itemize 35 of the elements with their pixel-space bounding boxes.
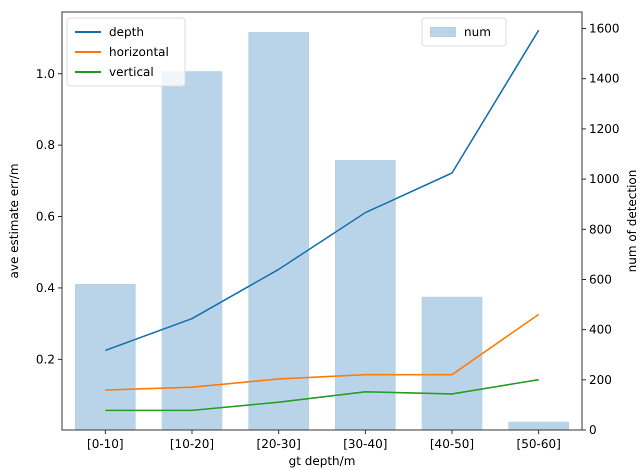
y2-tick-label: 1000 <box>589 172 620 186</box>
line-series <box>104 314 540 391</box>
y2-tick-label: 400 <box>589 322 612 337</box>
y2-tick-label: 0 <box>589 423 597 437</box>
y-tick-label: 0.6 <box>36 210 55 224</box>
y2-tick-label: 1200 <box>589 122 620 136</box>
y2-tick-label: 200 <box>589 372 612 387</box>
x-axis-title: gt depth/m <box>288 454 356 468</box>
y2-tick-label: 1600 <box>589 22 620 36</box>
y-tick-label: 0.8 <box>36 138 55 152</box>
y-tick-label: 1.0 <box>36 66 55 81</box>
x-tick-label: [20-30] <box>256 437 301 451</box>
y2-tick-label: 1400 <box>589 72 620 86</box>
legend-label: vertical <box>109 65 154 79</box>
legend-label: horizontal <box>109 45 169 59</box>
x-tick-label: [50-60] <box>516 437 561 451</box>
x-tick-label: [30-40] <box>343 437 388 451</box>
x-tick-label: [40-50] <box>430 437 474 451</box>
bar <box>248 32 309 430</box>
legend-label: num <box>464 25 491 39</box>
bar <box>508 422 569 430</box>
y2-axis-title: num of detection <box>625 170 639 272</box>
legend-label: depth <box>109 25 144 39</box>
bar <box>335 160 396 430</box>
y2-tick-label: 600 <box>589 272 612 286</box>
y-tick-label: 0.4 <box>36 280 55 295</box>
bar <box>162 71 222 430</box>
y2-tick-label: 800 <box>589 222 612 236</box>
y-axis-title: ave estimate err/m <box>7 163 21 279</box>
y-tick-label: 0.2 <box>36 352 55 366</box>
x-tick-label: [10-20] <box>170 437 214 451</box>
x-tick-label: [0-10] <box>87 437 124 451</box>
bar <box>75 284 136 430</box>
line-series <box>104 378 540 412</box>
bar <box>422 296 482 430</box>
